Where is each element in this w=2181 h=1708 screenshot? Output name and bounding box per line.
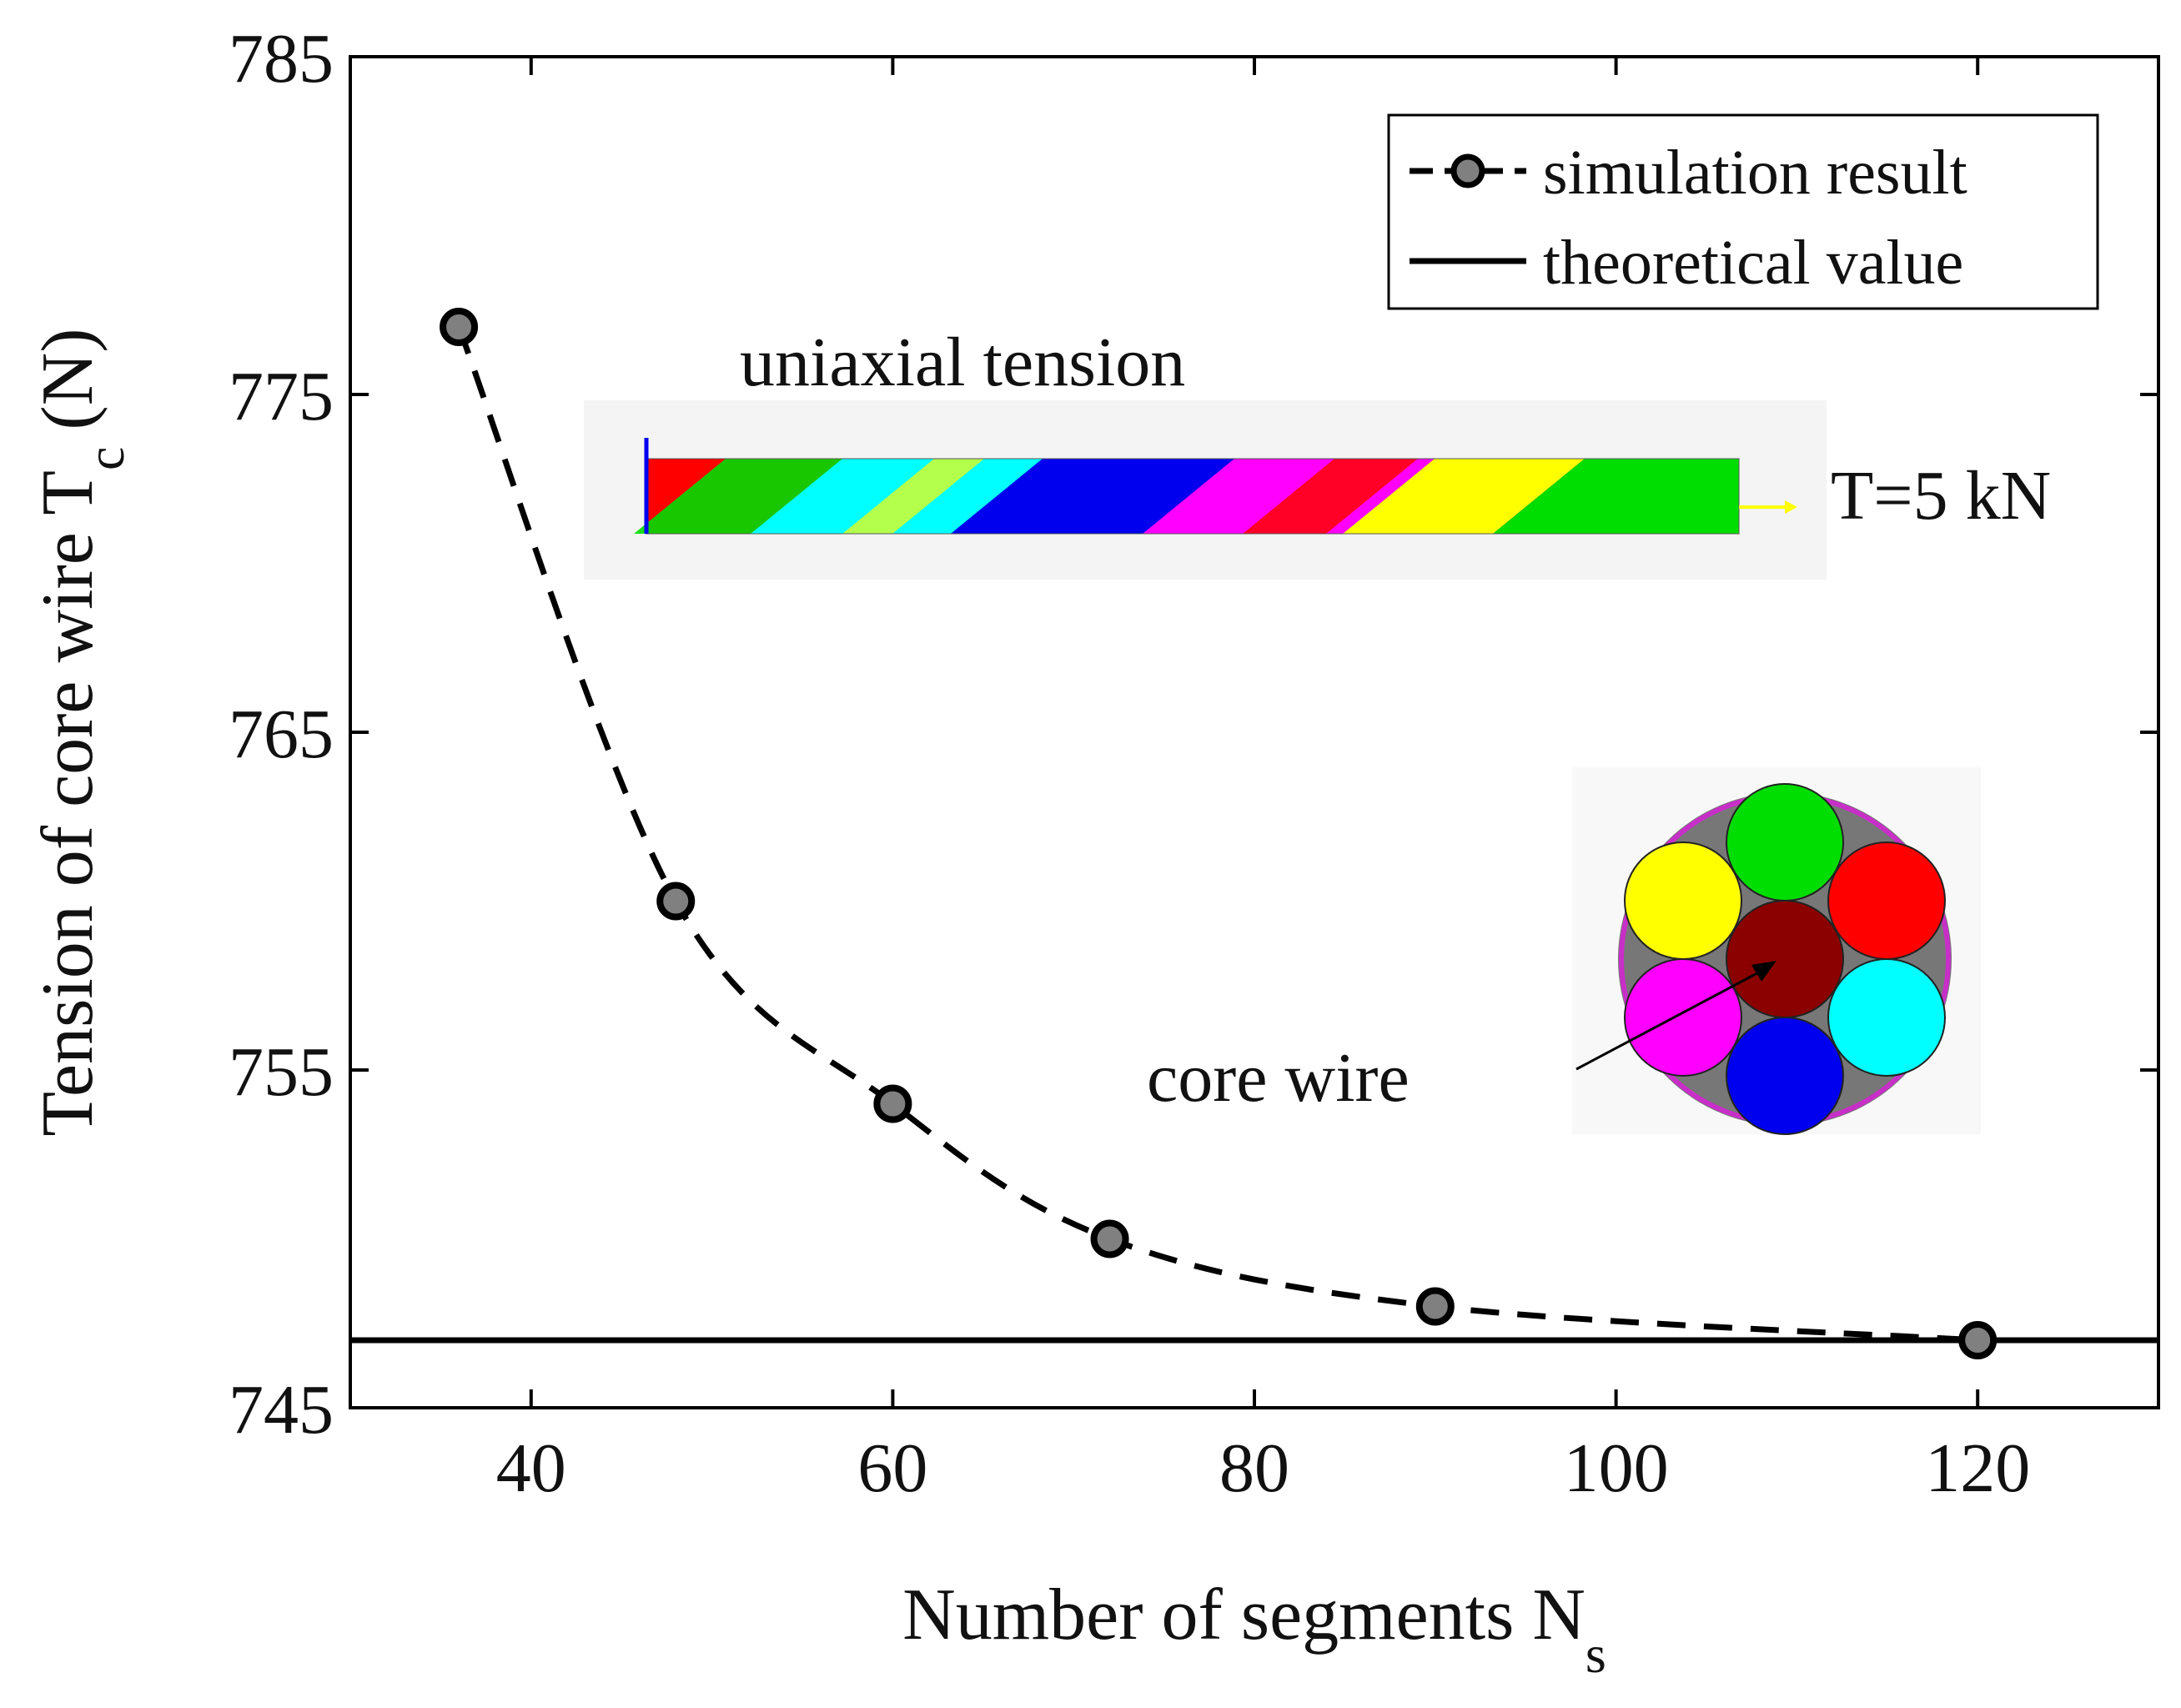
- legend-label-simulation: simulation result: [1543, 138, 1967, 208]
- x-ticks: 40 60 80 100 120: [496, 57, 2030, 1507]
- legend-label-theoretical: theoretical value: [1543, 228, 1963, 298]
- x-axis-label-subscript: s: [1585, 1625, 1606, 1684]
- y-tick-label: 775: [229, 358, 334, 435]
- simulation-data-point: [440, 308, 479, 346]
- x-tick-label: 100: [1564, 1429, 1669, 1507]
- x-tick-label: 40: [496, 1429, 566, 1507]
- simulation-data-point: [873, 1084, 912, 1123]
- x-tick-label: 120: [1925, 1429, 2030, 1507]
- tension-arrow: [1739, 500, 1797, 514]
- annotation-core-wire: core wire: [1147, 1039, 1410, 1117]
- simulation-data-point: [1958, 1321, 1998, 1359]
- svg-text:Tension of core wire Tc(N): Tension of core wire Tc (N): [28, 328, 135, 1136]
- y-tick-label: 745: [229, 1371, 334, 1449]
- y-axis-label-unit: (N): [28, 328, 108, 430]
- svg-text:Number of segments Ns: Number of segments Ns: [902, 1575, 1606, 1684]
- y-ticks: 745 755 765 775 785: [229, 20, 2158, 1449]
- x-axis-label-main: Number of segments N: [902, 1575, 1585, 1655]
- y-axis-label-main: Tension of core wire T: [28, 470, 108, 1137]
- simulation-result-line: [455, 325, 1978, 1344]
- simulation-data-point: [1090, 1219, 1129, 1258]
- rope-cross-section-inset: [1572, 767, 1981, 1135]
- legend: simulation result theoretical value: [1387, 113, 2099, 310]
- annotation-uniaxial-tension: uniaxial tension: [740, 324, 1185, 401]
- x-axis-label: Number of segments Ns: [902, 1575, 1606, 1684]
- x-tick-label: 60: [857, 1429, 927, 1507]
- simulation-data-point: [656, 882, 696, 921]
- annotation-tension-value: T=5 kN: [1831, 457, 2051, 535]
- rope-side-view: [634, 438, 1740, 535]
- x-tick-label: 80: [1219, 1429, 1289, 1507]
- simulation-data-point: [1415, 1287, 1455, 1326]
- legend-marker-simulation: [1450, 153, 1485, 188]
- core-wire-pointer: [1575, 966, 1769, 1071]
- simulation-markers: [440, 308, 1998, 1359]
- y-tick-label: 755: [229, 1033, 334, 1111]
- rope-side-view-inset: [584, 400, 1827, 580]
- y-tick-label: 765: [229, 696, 334, 773]
- y-tick-label: 785: [229, 20, 334, 98]
- y-axis-label: Tension of core wire Tc (N): [28, 328, 135, 1136]
- y-axis-label-subscript: c: [76, 447, 135, 470]
